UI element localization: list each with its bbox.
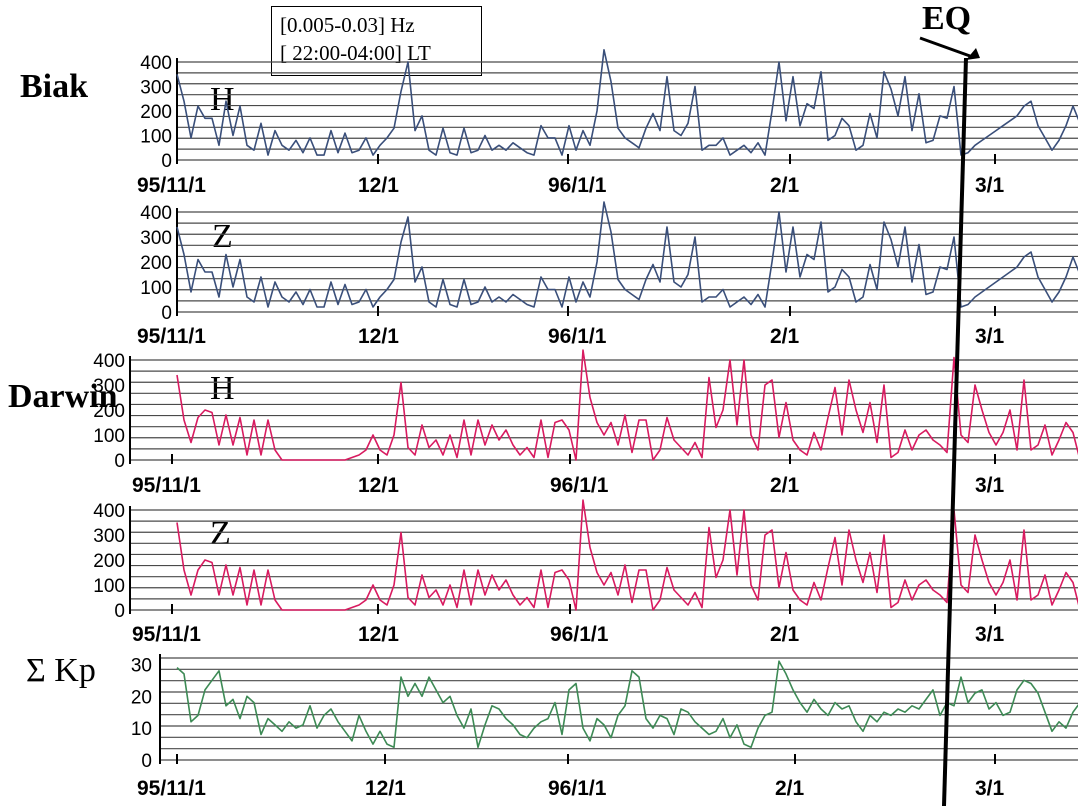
x-tick-label: 12/1 (358, 174, 399, 197)
y-tick-label: 0 (161, 303, 172, 324)
y-tick-label: 100 (93, 426, 125, 447)
chart-panel-darwin-z: 0 100 200 300 400 95/11/1 12/1 96/1/1 2/1 3/1 (93, 499, 1078, 646)
y-tick-label: 200 (93, 551, 125, 572)
x-tick-label: 2/1 (770, 623, 800, 646)
x-tick-label: 3/1 (975, 777, 1005, 800)
y-tick-label: 400 (140, 53, 172, 74)
x-tick-label: 2/1 (770, 174, 800, 197)
x-tick-label: 2/1 (770, 474, 800, 497)
x-tick-label: 12/1 (358, 623, 399, 646)
x-tick-label: 95/11/1 (137, 777, 206, 800)
data-series-line (176, 660, 1078, 749)
chart-panel-kp-kp: 0 10 20 30 95/11/1 12/1 96/1/1 2/1 3/1 (131, 654, 1078, 800)
y-tick-label: 0 (114, 451, 125, 472)
x-tick-label: 3/1 (975, 174, 1005, 197)
station-label-darwin: Darwin (8, 378, 118, 415)
y-tick-label: 200 (140, 253, 172, 274)
local-time-window-label: [ 22:00-04:00] LT (280, 41, 431, 65)
x-tick-label: 96/1/1 (548, 325, 607, 348)
component-label-biak-h: H (210, 81, 235, 118)
kp-index-label: Σ Kp (26, 652, 96, 689)
x-tick-label: 2/1 (770, 325, 800, 348)
x-tick-label: 96/1/1 (550, 474, 609, 497)
data-series-line (176, 201, 1078, 308)
component-label-darwin-h: H (210, 370, 235, 407)
x-tick-label: 3/1 (975, 325, 1005, 348)
y-tick-label: 20 (131, 687, 152, 708)
y-tick-label: 10 (131, 719, 152, 740)
y-tick-label: 300 (140, 78, 172, 99)
earthquake-arrow (919, 36, 971, 58)
x-tick-label: 95/11/1 (137, 174, 206, 197)
data-series-line (176, 349, 1078, 461)
x-tick-label: 95/11/1 (137, 325, 206, 348)
y-tick-label: 400 (93, 501, 125, 522)
earthquake-vertical-line (942, 57, 968, 806)
y-tick-label: 100 (93, 576, 125, 597)
x-tick-label: 95/11/1 (132, 474, 201, 497)
x-tick-label: 3/1 (975, 474, 1005, 497)
filter-info-box: [0.005-0.03] Hz [ 22:00-04:00] LT (271, 6, 482, 76)
earthquake-arrow-head (966, 48, 980, 60)
y-tick-label: 300 (93, 526, 125, 547)
station-label-biak: Biak (20, 68, 89, 105)
y-tick-label: 200 (140, 102, 172, 123)
x-tick-label: 2/1 (775, 777, 805, 800)
component-label-darwin-z: Z (210, 515, 231, 552)
y-tick-label: 30 (131, 655, 152, 676)
y-tick-label: 100 (140, 278, 172, 299)
frequency-band-label: [0.005-0.03] Hz (280, 13, 415, 37)
y-tick-label: 0 (114, 601, 125, 622)
y-tick-label: 0 (141, 751, 152, 772)
x-tick-label: 96/1/1 (548, 174, 607, 197)
x-tick-label: 96/1/1 (550, 623, 609, 646)
earthquake-marker-label: EQ (922, 0, 972, 37)
component-label-biak-z: Z (212, 218, 233, 255)
x-tick-label: 12/1 (358, 325, 399, 348)
x-tick-label: 96/1/1 (548, 777, 607, 800)
chart-panel-biak-z: 0 100 200 300 400 95/11/1 12/1 96/1/1 2/1 3/1 (137, 201, 1078, 348)
y-tick-label: 400 (140, 203, 172, 224)
y-tick-label: 100 (140, 127, 172, 148)
y-tick-label: 0 (161, 151, 172, 172)
x-tick-label: 3/1 (975, 623, 1005, 646)
x-tick-label: 12/1 (358, 474, 399, 497)
x-tick-label: 95/11/1 (132, 623, 201, 646)
y-tick-label: 300 (140, 228, 172, 249)
data-series-line (176, 499, 1078, 611)
x-tick-label: 12/1 (365, 777, 406, 800)
y-tick-label: 400 (93, 351, 125, 372)
